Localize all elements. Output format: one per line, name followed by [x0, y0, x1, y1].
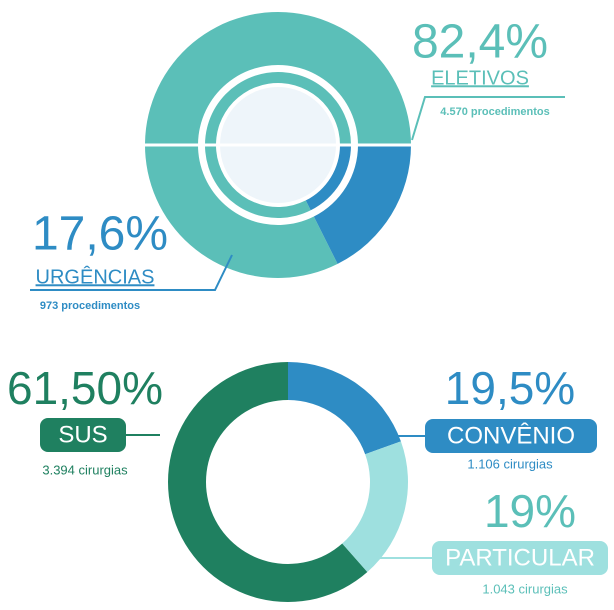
- leader-line: [30, 254, 233, 291]
- category-label: CONVÊNIO: [447, 422, 575, 449]
- leader-line: [411, 96, 565, 141]
- category-label: SUS: [58, 421, 107, 448]
- category-label: PARTICULAR: [445, 544, 595, 571]
- donut-segment: [342, 441, 409, 573]
- percent-label: 61,50%: [7, 362, 163, 414]
- category-pill: [40, 418, 126, 452]
- percent-label: 19%: [484, 485, 576, 537]
- percent-label: 17,6%: [32, 208, 168, 261]
- detail-label: 4.570 procedimentos: [440, 106, 549, 118]
- detail-label: 1.106 cirurgias: [467, 456, 553, 471]
- percent-label: 82,4%: [412, 16, 548, 69]
- detail-label: 1.043 cirurgias: [482, 581, 568, 596]
- detail-label: 3.394 cirurgias: [42, 462, 128, 477]
- donut-segment: [313, 145, 412, 264]
- detail-label: 973 procedimentos: [40, 300, 140, 312]
- donut-segment: [288, 362, 401, 455]
- donut-segment: [145, 12, 411, 279]
- category-label: URGÊNCIAS: [36, 265, 155, 288]
- inner-ring-segment: [305, 145, 351, 211]
- percent-label: 19,5%: [445, 362, 575, 414]
- donut-segment: [168, 362, 368, 602]
- category-pill: [425, 419, 597, 453]
- category-pill: [432, 541, 608, 575]
- category-label: ELETIVOS: [431, 67, 529, 89]
